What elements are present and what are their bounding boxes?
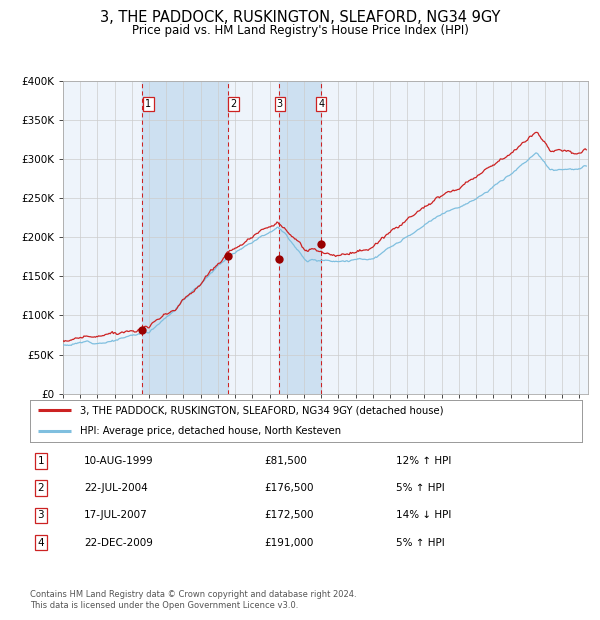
- Text: 22-JUL-2004: 22-JUL-2004: [84, 484, 148, 494]
- Bar: [142, 81, 227, 394]
- Text: 5% ↑ HPI: 5% ↑ HPI: [396, 484, 445, 494]
- Text: 3, THE PADDOCK, RUSKINGTON, SLEAFORD, NG34 9GY (detached house): 3, THE PADDOCK, RUSKINGTON, SLEAFORD, NG…: [80, 405, 443, 415]
- Text: 10-AUG-1999: 10-AUG-1999: [84, 456, 154, 466]
- Text: £81,500: £81,500: [264, 456, 307, 466]
- Text: 5% ↑ HPI: 5% ↑ HPI: [396, 538, 445, 547]
- Bar: [279, 81, 321, 394]
- Text: 4: 4: [318, 99, 324, 109]
- Text: 14% ↓ HPI: 14% ↓ HPI: [396, 510, 451, 520]
- Text: Contains HM Land Registry data © Crown copyright and database right 2024.
This d: Contains HM Land Registry data © Crown c…: [30, 590, 356, 609]
- Text: 4: 4: [37, 538, 44, 547]
- Text: 12% ↑ HPI: 12% ↑ HPI: [396, 456, 451, 466]
- Text: Price paid vs. HM Land Registry's House Price Index (HPI): Price paid vs. HM Land Registry's House …: [131, 24, 469, 37]
- Text: 3: 3: [277, 99, 283, 109]
- Text: HPI: Average price, detached house, North Kesteven: HPI: Average price, detached house, Nort…: [80, 426, 341, 436]
- Text: 3, THE PADDOCK, RUSKINGTON, SLEAFORD, NG34 9GY: 3, THE PADDOCK, RUSKINGTON, SLEAFORD, NG…: [100, 10, 500, 25]
- Text: 3: 3: [37, 510, 44, 520]
- Text: 17-JUL-2007: 17-JUL-2007: [84, 510, 148, 520]
- Text: 2: 2: [37, 484, 44, 494]
- Text: 2: 2: [230, 99, 236, 109]
- Text: 22-DEC-2009: 22-DEC-2009: [84, 538, 153, 547]
- Text: 1: 1: [145, 99, 151, 109]
- Text: £191,000: £191,000: [264, 538, 313, 547]
- Text: £172,500: £172,500: [264, 510, 314, 520]
- Text: 1: 1: [37, 456, 44, 466]
- Text: £176,500: £176,500: [264, 484, 314, 494]
